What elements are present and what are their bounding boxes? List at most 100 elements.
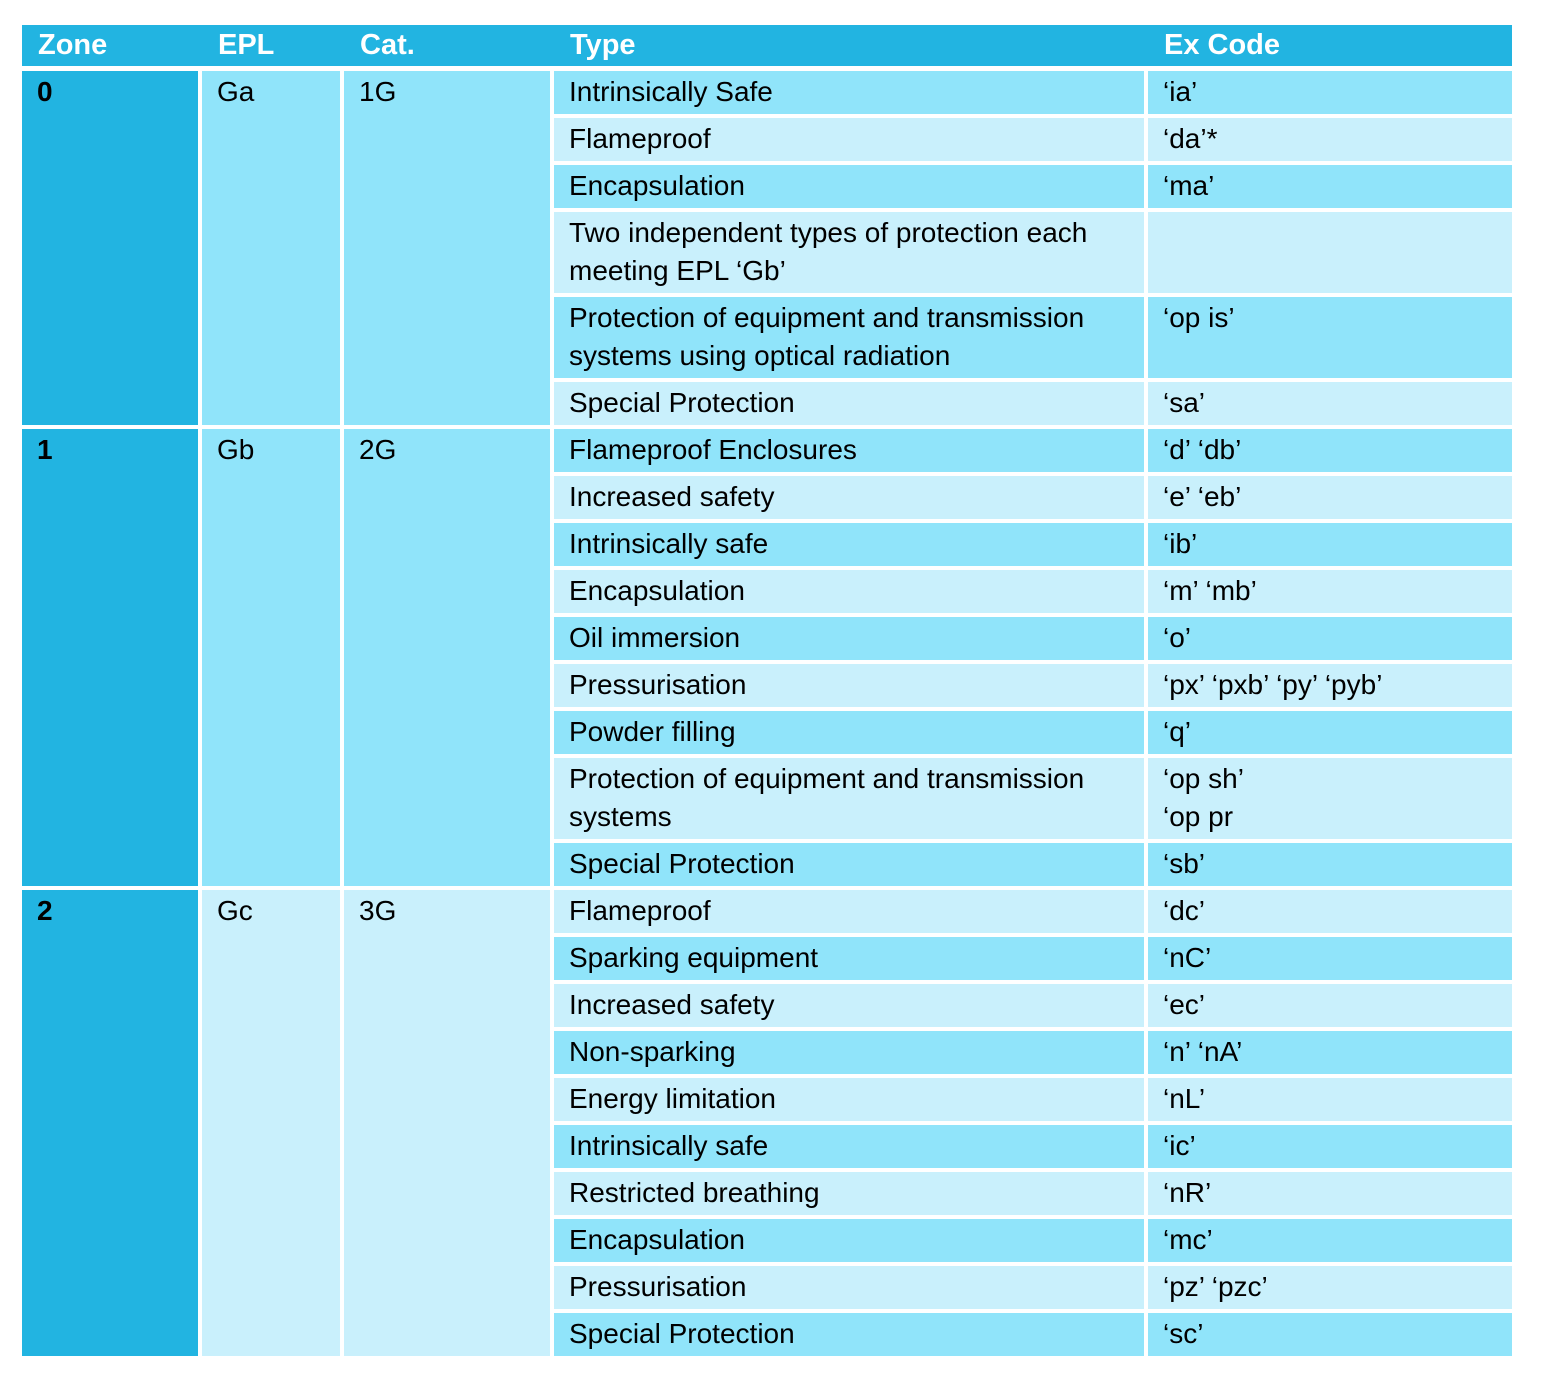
excode-line: ‘ic’ <box>1163 1130 1196 1161</box>
excode-cell: ‘px’ ‘pxb’ ‘py’ ‘pyb’ <box>1148 664 1512 711</box>
type-cell: Protection of equipment and transmission… <box>554 758 1148 843</box>
type-cell: Flameproof <box>554 118 1148 165</box>
excode-cell: ‘mc’ <box>1148 1219 1512 1266</box>
excode-cell: ‘dc’ <box>1148 890 1512 937</box>
table-row: Protection of equipment and transmission… <box>22 758 1512 843</box>
table-row: Non-sparking ‘n’ ‘nA’ <box>22 1031 1512 1078</box>
excode-line: ‘d’ ‘db’ <box>1163 434 1242 465</box>
type-cell: Two independent types of protection each… <box>554 212 1148 297</box>
excode-cell: ‘ma’ <box>1148 165 1512 212</box>
excode-line: ‘ma’ <box>1163 170 1215 201</box>
excode-line: ‘op is’ <box>1163 302 1235 333</box>
table-row: Flameproof ‘da’* <box>22 118 1512 165</box>
excode-line: ‘o’ <box>1163 622 1192 653</box>
excode-line: ‘q’ <box>1163 716 1192 747</box>
type-cell: Intrinsically Safe <box>554 71 1148 118</box>
excode-line: ‘dc’ <box>1163 895 1206 926</box>
type-cell: Flameproof Enclosures <box>554 429 1148 476</box>
excode-line: ‘ia’ <box>1163 76 1198 107</box>
excode-cell: ‘m’ ‘mb’ <box>1148 570 1512 617</box>
table-row: Encapsulation ‘mc’ <box>22 1219 1512 1266</box>
type-cell: Restricted breathing <box>554 1172 1148 1219</box>
table-row: Special Protection ‘sa’ <box>22 382 1512 429</box>
excode-line: ‘ec’ <box>1163 989 1206 1020</box>
type-cell: Pressurisation <box>554 1266 1148 1313</box>
epl-cell: Gc <box>202 890 344 1360</box>
type-cell: Sparking equipment <box>554 937 1148 984</box>
excode-cell: ‘q’ <box>1148 711 1512 758</box>
table-row: 1 Gb 2G Flameproof Enclosures ‘d’ ‘db’ <box>22 429 1512 890</box>
epl-cell: Ga <box>202 71 344 429</box>
excode-cell: ‘nR’ <box>1148 1172 1512 1219</box>
excode-line: ‘nR’ <box>1163 1177 1212 1208</box>
table-row: Encapsulation ‘ma’ <box>22 165 1512 212</box>
type-cell: Flameproof <box>554 890 1148 937</box>
excode-cell: ‘nL’ <box>1148 1078 1512 1125</box>
table-row: Increased safety ‘ec’ <box>22 984 1512 1031</box>
table-row: Protection of equipment and transmission… <box>22 297 1512 382</box>
excode-cell: ‘ec’ <box>1148 984 1512 1031</box>
cat-cell: 3G <box>344 890 554 1360</box>
table-row: Pressurisation ‘pz’ ‘pzc’ <box>22 1266 1512 1313</box>
col-header-epl: EPL <box>202 25 344 71</box>
table-row: Encapsulation ‘m’ ‘mb’ <box>22 570 1512 617</box>
header-row: Zone EPL Cat. Type Ex Code <box>22 25 1512 71</box>
table-row: Pressurisation ‘px’ ‘pxb’ ‘py’ ‘pyb’ <box>22 664 1512 711</box>
col-header-ex-code: Ex Code <box>1148 25 1512 71</box>
type-cell: Pressurisation <box>554 664 1148 711</box>
type-cell: Powder filling <box>554 711 1148 758</box>
type-cell: Encapsulation <box>554 1219 1148 1266</box>
table-row: Special Protection ‘sb’ <box>22 843 1512 890</box>
zone-cell: 1 <box>22 429 202 890</box>
excode-line: ‘nC’ <box>1163 942 1212 973</box>
type-cell: Special Protection <box>554 843 1148 890</box>
type-cell: Protection of equipment and transmission… <box>554 297 1148 382</box>
type-cell: Intrinsically safe <box>554 1125 1148 1172</box>
type-cell: Increased safety <box>554 476 1148 523</box>
excode-cell: ‘op is’ <box>1148 297 1512 382</box>
excode-cell: ‘ic’ <box>1148 1125 1512 1172</box>
type-cell: Encapsulation <box>554 165 1148 212</box>
excode-line: ‘sa’ <box>1163 387 1206 418</box>
table-row: 2 Gc 3G Flameproof ‘dc’ <box>22 890 1512 1360</box>
excode-line: ‘sc’ <box>1163 1318 1204 1349</box>
excode-cell: ‘sb’ <box>1148 843 1512 890</box>
type-cell: Intrinsically safe <box>554 523 1148 570</box>
excode-line: ‘pz’ ‘pzc’ <box>1163 1271 1268 1302</box>
type-cell: Special Protection <box>554 1313 1148 1360</box>
table-row: Intrinsically safe ‘ib’ <box>22 523 1512 570</box>
excode-cell: ‘ia’ <box>1148 71 1512 118</box>
excode-cell: ‘d’ ‘db’ <box>1148 429 1512 476</box>
excode-cell: ‘n’ ‘nA’ <box>1148 1031 1512 1078</box>
type-cell: Special Protection <box>554 382 1148 429</box>
type-cell: Increased safety <box>554 984 1148 1031</box>
col-header-cat: Cat. <box>344 25 554 71</box>
excode-line: ‘op pr <box>1163 801 1234 832</box>
excode-line: ‘nL’ <box>1163 1083 1206 1114</box>
excode-cell <box>1148 212 1512 297</box>
excode-line: ‘sb’ <box>1163 848 1206 879</box>
excode-cell: ‘e’ ‘eb’ <box>1148 476 1512 523</box>
excode-cell: ‘sa’ <box>1148 382 1512 429</box>
table-row: Intrinsically safe ‘ic’ <box>22 1125 1512 1172</box>
table-row: Special Protection ‘sc’ <box>22 1313 1512 1360</box>
excode-cell: ‘nC’ <box>1148 937 1512 984</box>
cat-cell: 2G <box>344 429 554 890</box>
excode-line: ‘m’ ‘mb’ <box>1163 575 1257 606</box>
cat-cell: 1G <box>344 71 554 429</box>
excode-line: ‘px’ ‘pxb’ ‘py’ ‘pyb’ <box>1163 669 1383 700</box>
excode-cell: ‘o’ <box>1148 617 1512 664</box>
excode-line: ‘n’ ‘nA’ <box>1163 1036 1243 1067</box>
table-row: Two independent types of protection each… <box>22 212 1512 297</box>
table-row: Increased safety ‘e’ ‘eb’ <box>22 476 1512 523</box>
type-cell: Encapsulation <box>554 570 1148 617</box>
excode-line: ‘mc’ <box>1163 1224 1213 1255</box>
table-row: Sparking equipment ‘nC’ <box>22 937 1512 984</box>
excode-line: ‘op sh’ <box>1163 763 1244 794</box>
type-cell: Oil immersion <box>554 617 1148 664</box>
table-row: 0 Ga 1G Intrinsically Safe ‘ia’ <box>22 71 1512 429</box>
excode-cell: ‘pz’ ‘pzc’ <box>1148 1266 1512 1313</box>
epl-cell: Gb <box>202 429 344 890</box>
table-row: Restricted breathing ‘nR’ <box>22 1172 1512 1219</box>
